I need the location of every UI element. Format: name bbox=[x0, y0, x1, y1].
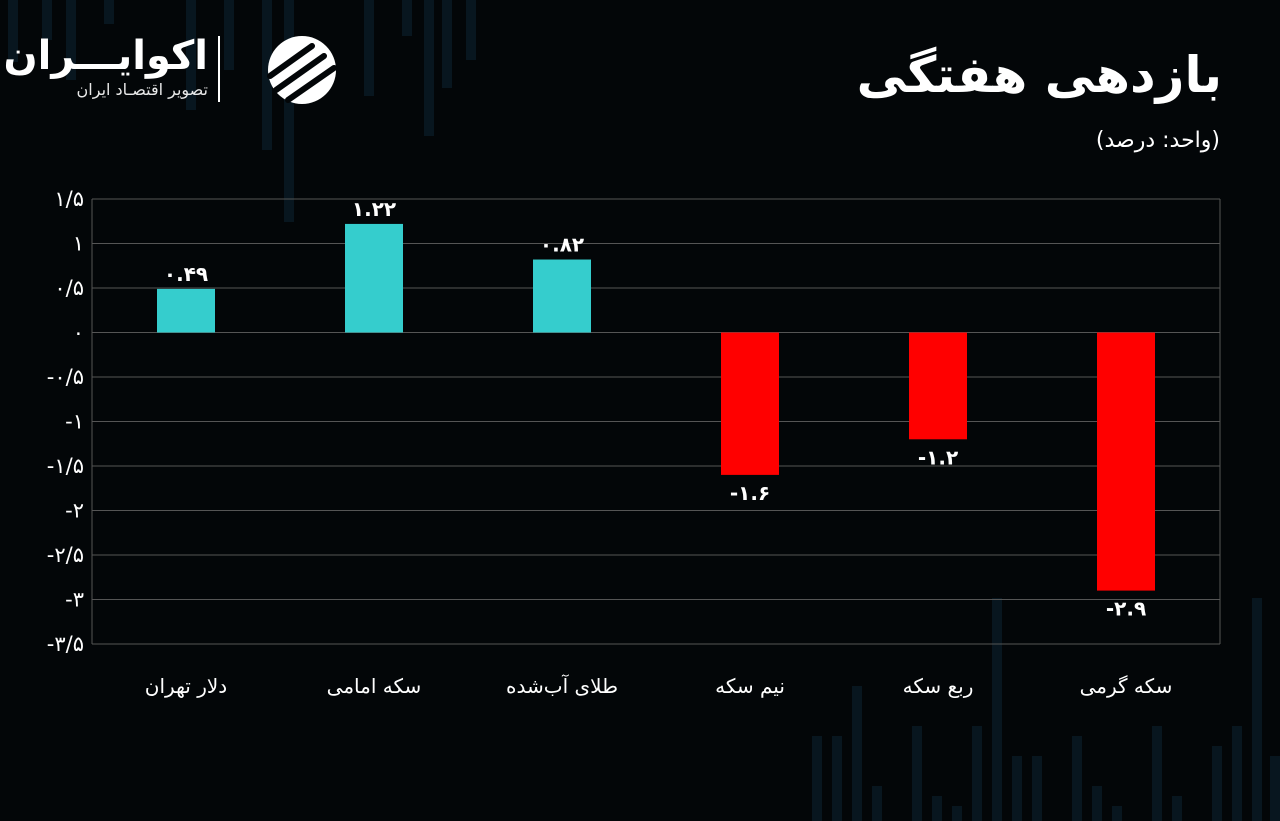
decorative-bar bbox=[912, 726, 922, 821]
decorative-bar bbox=[1252, 598, 1262, 821]
x-tick-label: ربع سکه bbox=[903, 674, 974, 698]
data-label-layer: ۰.۴۹ ۱.۲۲ ۰.۸۲ -۱.۶ -۱.۲ -۲.۹ bbox=[164, 197, 1146, 621]
y-tick-label: -۲/۵ bbox=[47, 543, 84, 567]
decorative-bar bbox=[8, 0, 18, 62]
data-label: -۱.۶ bbox=[730, 481, 770, 505]
ecoiran-logo-icon bbox=[267, 36, 337, 104]
decorative-bar bbox=[1172, 796, 1182, 821]
decorative-bar bbox=[992, 598, 1002, 821]
decorative-bar bbox=[832, 736, 842, 821]
decorative-bar bbox=[1212, 746, 1222, 821]
y-tick-label: -۱ bbox=[65, 410, 84, 434]
x-tick-label: سکه گرمی bbox=[1080, 674, 1173, 698]
y-tick-label: -۳/۵ bbox=[47, 632, 84, 656]
chart-title: بازدهی هفتگی bbox=[856, 46, 1222, 104]
y-tick-label: -۳ bbox=[65, 588, 84, 612]
x-tick-label: نیم سکه bbox=[715, 674, 785, 698]
decorative-bar bbox=[1152, 726, 1162, 821]
decorative-bar bbox=[1112, 806, 1122, 821]
bar-layer bbox=[157, 223, 1155, 591]
x-tick-label: طلای آب‌شده bbox=[506, 673, 618, 698]
decorative-bar bbox=[1232, 726, 1242, 821]
bar bbox=[533, 259, 591, 333]
decorative-bar bbox=[402, 0, 412, 36]
data-label: ۰.۸۲ bbox=[540, 233, 584, 257]
decorative-bar bbox=[424, 0, 434, 136]
y-tick-label: ۰/۵ bbox=[54, 276, 84, 300]
decorative-bar bbox=[224, 0, 234, 70]
decorative-bar bbox=[186, 0, 196, 110]
decorative-bar bbox=[1092, 786, 1102, 821]
y-tick-label: ۱/۵ bbox=[54, 187, 84, 211]
decorative-bar bbox=[1072, 736, 1082, 821]
decorative-bar bbox=[1032, 756, 1042, 821]
bar bbox=[721, 332, 779, 475]
decorative-bar bbox=[364, 0, 374, 96]
brand-name: اکوایـــران bbox=[3, 33, 208, 79]
bar bbox=[1097, 332, 1155, 591]
brand-logo: اکوایـــران تصویر اقتصـاد ایران bbox=[3, 28, 337, 108]
bar bbox=[909, 332, 967, 440]
y-axis: ۱/۵ ۱ ۰/۵ ۰ -۰/۵ -۱ -۱/۵ -۲ -۲/۵ -۳ -۳/۵ bbox=[47, 187, 84, 656]
data-label: -۲.۹ bbox=[1106, 597, 1146, 621]
decorative-bar bbox=[104, 0, 114, 24]
data-label: ۰.۴۹ bbox=[164, 262, 208, 286]
decorative-bar bbox=[442, 0, 452, 88]
x-tick-label: دلار تهران bbox=[145, 674, 227, 698]
decorative-bar bbox=[1270, 756, 1280, 821]
x-axis: دلار تهران سکه امامی طلای آب‌شده نیم سکه ربع… bbox=[145, 673, 1173, 698]
unit-label: (واحد: درصد) bbox=[1095, 128, 1220, 153]
data-label: -۱.۲ bbox=[918, 445, 958, 469]
decorative-bar bbox=[1012, 756, 1022, 821]
decorative-bar bbox=[262, 0, 272, 150]
decorative-bar bbox=[932, 796, 942, 821]
decorative-bar bbox=[284, 0, 294, 222]
grid-layer bbox=[91, 198, 1221, 645]
decorative-bar bbox=[812, 736, 822, 821]
decorative-bar bbox=[952, 806, 962, 821]
brand-tagline: تصویر اقتصـاد ایران bbox=[76, 80, 208, 99]
bar bbox=[157, 288, 215, 333]
y-tick-label: ۱ bbox=[73, 232, 84, 256]
decorative-bar bbox=[66, 0, 76, 80]
data-label: ۱.۲۲ bbox=[352, 197, 396, 221]
y-tick-label: -۰/۵ bbox=[47, 365, 84, 389]
decorative-bar bbox=[972, 726, 982, 821]
y-tick-label: ۰ bbox=[73, 321, 84, 345]
y-tick-label: -۱/۵ bbox=[47, 454, 84, 478]
bar bbox=[345, 223, 403, 333]
logo-separator bbox=[218, 36, 220, 102]
decorative-bar bbox=[852, 686, 862, 821]
decorative-bar bbox=[466, 0, 476, 60]
decorative-bar bbox=[42, 0, 52, 40]
decorative-bar bbox=[872, 786, 882, 821]
x-tick-label: سکه امامی bbox=[327, 674, 422, 698]
y-tick-label: -۲ bbox=[65, 499, 84, 523]
